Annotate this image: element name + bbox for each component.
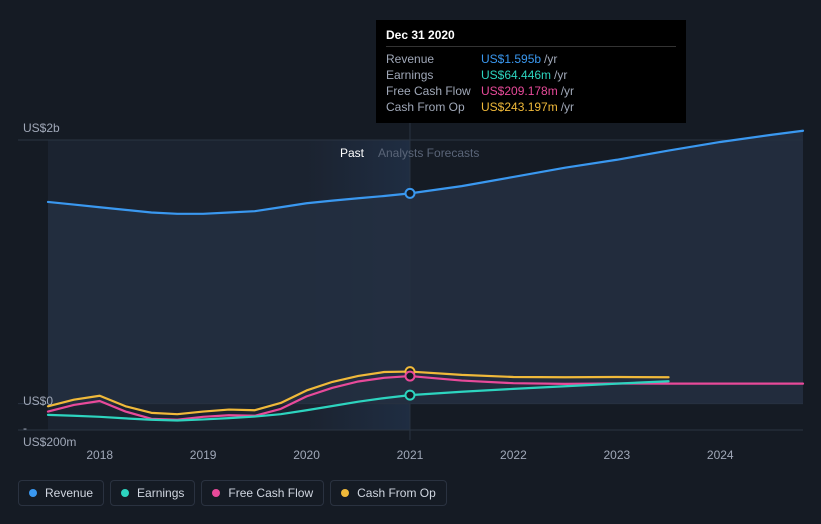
legend-item-revenue[interactable]: Revenue bbox=[18, 480, 104, 506]
x-tick-label: 2021 bbox=[397, 448, 424, 462]
x-tick-label: 2019 bbox=[190, 448, 217, 462]
x-tick-label: 2024 bbox=[707, 448, 734, 462]
x-tick-label: 2022 bbox=[500, 448, 527, 462]
legend-label: Free Cash Flow bbox=[228, 486, 313, 500]
tooltip-row: Cash From OpUS$243.197m/yr bbox=[386, 99, 676, 115]
legend-label: Revenue bbox=[45, 486, 93, 500]
past-label: Past bbox=[340, 146, 364, 160]
legend-item-earnings[interactable]: Earnings bbox=[110, 480, 195, 506]
legend-dot bbox=[341, 489, 349, 497]
y-tick-label: US$0 bbox=[23, 394, 73, 408]
chart-tooltip: Dec 31 2020 RevenueUS$1.595b/yrEarningsU… bbox=[376, 20, 686, 123]
legend-dot bbox=[121, 489, 129, 497]
financials-chart: US$2b US$0 -US$200m Past Analysts Foreca… bbox=[0, 0, 821, 524]
tooltip-row: Free Cash FlowUS$209.178m/yr bbox=[386, 83, 676, 99]
legend-label: Earnings bbox=[137, 486, 184, 500]
x-tick-label: 2023 bbox=[603, 448, 630, 462]
x-tick-label: 2020 bbox=[293, 448, 320, 462]
legend-dot bbox=[212, 489, 220, 497]
tooltip-row: RevenueUS$1.595b/yr bbox=[386, 51, 676, 67]
tooltip-row: EarningsUS$64.446m/yr bbox=[386, 67, 676, 83]
x-tick-label: 2018 bbox=[86, 448, 113, 462]
tooltip-table: RevenueUS$1.595b/yrEarningsUS$64.446m/yr… bbox=[386, 51, 676, 115]
y-tick-label: -US$200m bbox=[23, 421, 73, 449]
tooltip-date: Dec 31 2020 bbox=[386, 28, 676, 47]
legend-dot bbox=[29, 489, 37, 497]
legend-item-cash-from-op[interactable]: Cash From Op bbox=[330, 480, 447, 506]
legend-item-free-cash-flow[interactable]: Free Cash Flow bbox=[201, 480, 324, 506]
chart-legend: Revenue Earnings Free Cash Flow Cash Fro… bbox=[18, 480, 447, 506]
legend-label: Cash From Op bbox=[357, 486, 436, 500]
forecast-label: Analysts Forecasts bbox=[378, 146, 479, 160]
y-tick-label: US$2b bbox=[23, 121, 73, 135]
